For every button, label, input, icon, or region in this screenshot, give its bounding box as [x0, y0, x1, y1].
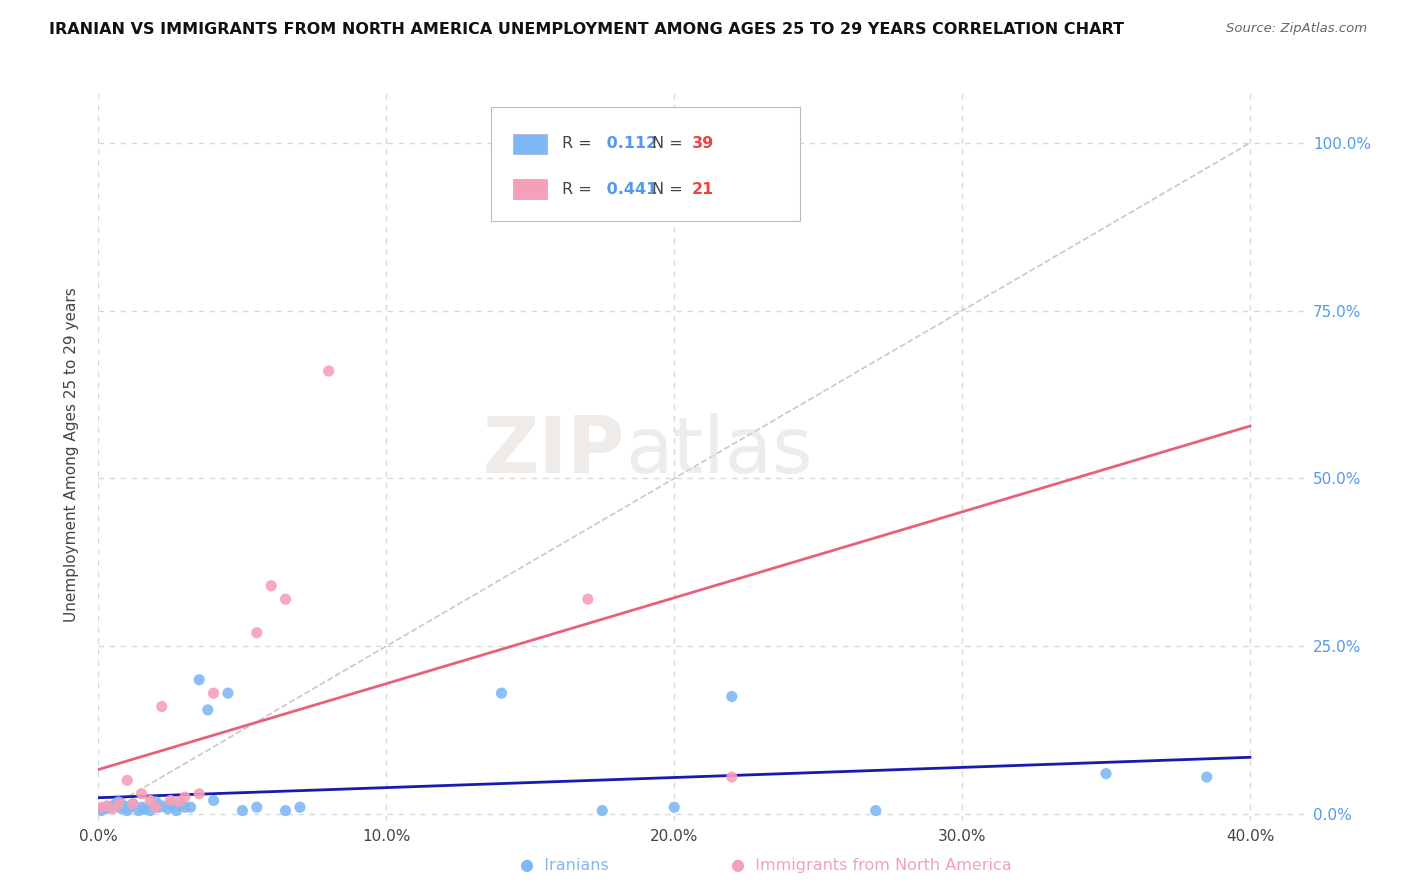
Point — [664, 800, 686, 814]
Point — [576, 592, 599, 607]
Point — [131, 800, 153, 814]
Point — [128, 804, 150, 818]
Point — [188, 673, 211, 687]
Point — [720, 690, 742, 704]
Text: ZIP: ZIP — [482, 413, 624, 490]
Point — [150, 798, 173, 813]
FancyBboxPatch shape — [492, 108, 800, 221]
Point — [260, 579, 283, 593]
Point — [107, 797, 129, 811]
FancyBboxPatch shape — [513, 179, 547, 199]
Text: atlas: atlas — [626, 413, 813, 490]
Point — [202, 793, 225, 807]
Text: 0.112: 0.112 — [602, 136, 664, 152]
Point — [231, 804, 253, 818]
Point — [167, 795, 190, 809]
Point — [98, 800, 121, 814]
Text: ●  Immigrants from North America: ● Immigrants from North America — [731, 858, 1012, 872]
Point — [318, 364, 340, 378]
Text: IRANIAN VS IMMIGRANTS FROM NORTH AMERICA UNEMPLOYMENT AMONG AGES 25 TO 29 YEARS : IRANIAN VS IMMIGRANTS FROM NORTH AMERICA… — [49, 22, 1125, 37]
Y-axis label: Unemployment Among Ages 25 to 29 years: Unemployment Among Ages 25 to 29 years — [65, 287, 79, 623]
Point — [107, 795, 129, 809]
Point — [120, 800, 142, 814]
Point — [145, 795, 167, 809]
Point — [274, 592, 297, 607]
FancyBboxPatch shape — [513, 134, 547, 154]
Point — [96, 798, 118, 813]
Point — [122, 797, 145, 811]
Point — [1195, 770, 1218, 784]
Point — [288, 800, 311, 814]
Point — [197, 703, 219, 717]
Point — [104, 797, 127, 811]
Point — [246, 800, 269, 814]
Text: N =: N = — [652, 136, 688, 152]
Point — [217, 686, 239, 700]
Point — [246, 625, 269, 640]
Point — [139, 804, 162, 818]
Text: 0.441: 0.441 — [602, 182, 664, 196]
Text: 21: 21 — [692, 182, 714, 196]
Point — [167, 798, 190, 813]
Point — [173, 800, 195, 814]
Point — [720, 770, 742, 784]
Text: 39: 39 — [692, 136, 714, 152]
Point — [202, 686, 225, 700]
Point — [173, 790, 195, 805]
Point — [122, 797, 145, 811]
Point — [491, 686, 513, 700]
Point — [139, 793, 162, 807]
Point — [96, 801, 118, 815]
Point — [90, 804, 112, 818]
Point — [159, 797, 181, 811]
Point — [115, 773, 138, 788]
Text: R =: R = — [561, 182, 596, 196]
Text: Source: ZipAtlas.com: Source: ZipAtlas.com — [1226, 22, 1367, 36]
Point — [110, 801, 132, 815]
Point — [1095, 766, 1118, 780]
Text: N =: N = — [652, 182, 688, 196]
Point — [131, 787, 153, 801]
Point — [180, 800, 202, 814]
Point — [145, 800, 167, 814]
Point — [865, 804, 887, 818]
Point — [274, 804, 297, 818]
Point — [101, 798, 124, 813]
Point — [134, 802, 156, 816]
Point — [101, 801, 124, 815]
Point — [156, 801, 179, 815]
Point — [150, 699, 173, 714]
Point — [90, 800, 112, 814]
Point — [188, 787, 211, 801]
Text: ●  Iranians: ● Iranians — [520, 858, 609, 872]
Point — [165, 804, 187, 818]
Point — [148, 800, 170, 814]
Point — [591, 804, 613, 818]
Point — [115, 804, 138, 818]
Point — [159, 793, 181, 807]
Text: R =: R = — [561, 136, 596, 152]
Point — [112, 798, 135, 813]
